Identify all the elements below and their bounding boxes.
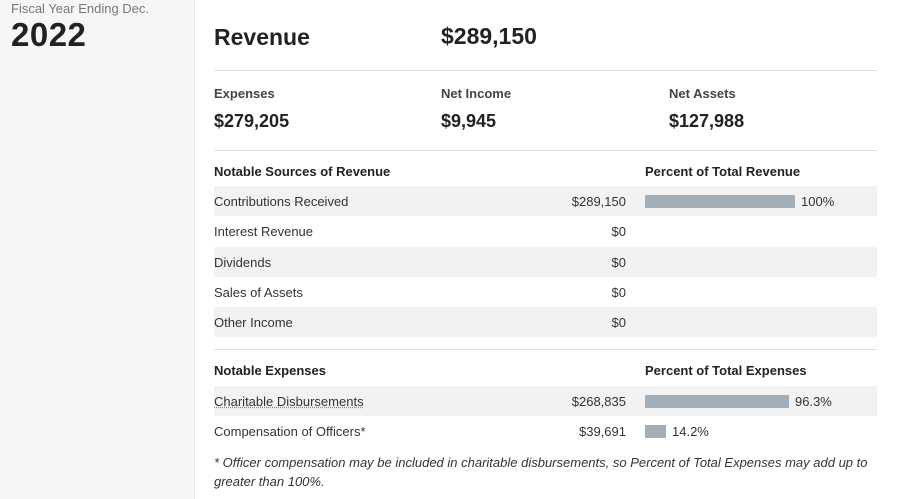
revenue-label: Revenue [214, 24, 310, 50]
net-assets-label: Net Assets [669, 86, 736, 101]
net-income-value: $9,945 [441, 111, 497, 131]
expenses-row: Charitable Disbursements $268,835 96.3% [214, 386, 877, 417]
revenue_sources-row: Dividends $0 [214, 246, 877, 277]
revenue_sources-row: Other Income $0 [214, 307, 877, 338]
revenue_sources-row-name: Sales of Assets [214, 284, 303, 300]
revenue_sources-row-amount: $0 [611, 284, 626, 300]
expenses-row-amount: $39,691 [579, 424, 626, 440]
net-income-label: Net Income [441, 86, 512, 101]
footnote: * Officer compensation may be included i… [214, 455, 868, 489]
revenue_sources-row: Interest Revenue $0 [214, 216, 877, 246]
revenue_sources-row-name: Contributions Received [214, 194, 349, 209]
revenue_sources-row-amount: $0 [611, 224, 626, 240]
expenses-percent-heading: Percent of Total Expenses [645, 363, 807, 378]
revenue_sources-row-amount: $0 [611, 254, 626, 270]
revenue_sources-row: Sales of Assets $0 [214, 277, 877, 307]
fiscal-year-sidebar: Fiscal Year Ending Dec. 2022 [0, 0, 195, 499]
expenses-value: $279,205 [214, 111, 290, 131]
revenue-row: Revenue $289,150 [214, 22, 877, 71]
revenue_sources-row-name: Other Income [214, 315, 293, 330]
financial-summary-panel: Revenue $289,150 Expenses $279,205 Net I… [214, 0, 877, 499]
expenses-row-amount: $268,835 [571, 394, 626, 409]
revenue_sources-row-amount: $289,150 [571, 194, 626, 209]
expenses-table: Charitable Disbursements $268,835 96.3% Com… [214, 386, 877, 447]
revenue_sources-row-name: Interest Revenue [214, 224, 314, 240]
revenue_sources-row-amount: $0 [611, 315, 626, 330]
fiscal-year-label: Fiscal Year Ending Dec. [11, 1, 150, 16]
revenue-sources-header: Notable Sources of Revenue Percent of To… [214, 164, 877, 184]
revenue_sources-percent-label: 100% [801, 194, 835, 209]
expenses-percent-label: 96.3% [795, 394, 832, 409]
expenses-label: Expenses [214, 86, 275, 101]
revenue_sources-row-name: Dividends [214, 254, 272, 270]
expenses-percent-bar [645, 395, 789, 408]
expenses-row-name[interactable]: Charitable Disbursements [214, 394, 364, 409]
revenue-value: $289,150 [441, 23, 537, 49]
revenue_sources-percent-bar [645, 195, 795, 208]
revenue-percent-heading: Percent of Total Revenue [645, 164, 801, 179]
expenses-heading: Notable Expenses [214, 363, 326, 378]
expenses-header: Notable Expenses Percent of Total Expens… [214, 363, 877, 383]
section-divider [214, 349, 877, 350]
expenses-row-name: Compensation of Officers* [214, 424, 366, 440]
fiscal-year-value: 2022 [11, 16, 87, 53]
revenue-sources-heading: Notable Sources of Revenue [214, 164, 391, 179]
net-assets-value: $127,988 [669, 111, 745, 131]
summary-stats: Expenses $279,205 Net Income $9,945 Net … [214, 71, 877, 151]
expenses-percent-label: 14.2% [672, 424, 709, 440]
revenue_sources-row: Contributions Received $289,150 100% [214, 186, 877, 217]
expenses-row: Compensation of Officers* $39,691 14.2% [214, 416, 877, 446]
expenses-percent-bar [645, 425, 666, 439]
revenue-sources-table: Contributions Received $289,150 100% Intere… [214, 186, 877, 338]
